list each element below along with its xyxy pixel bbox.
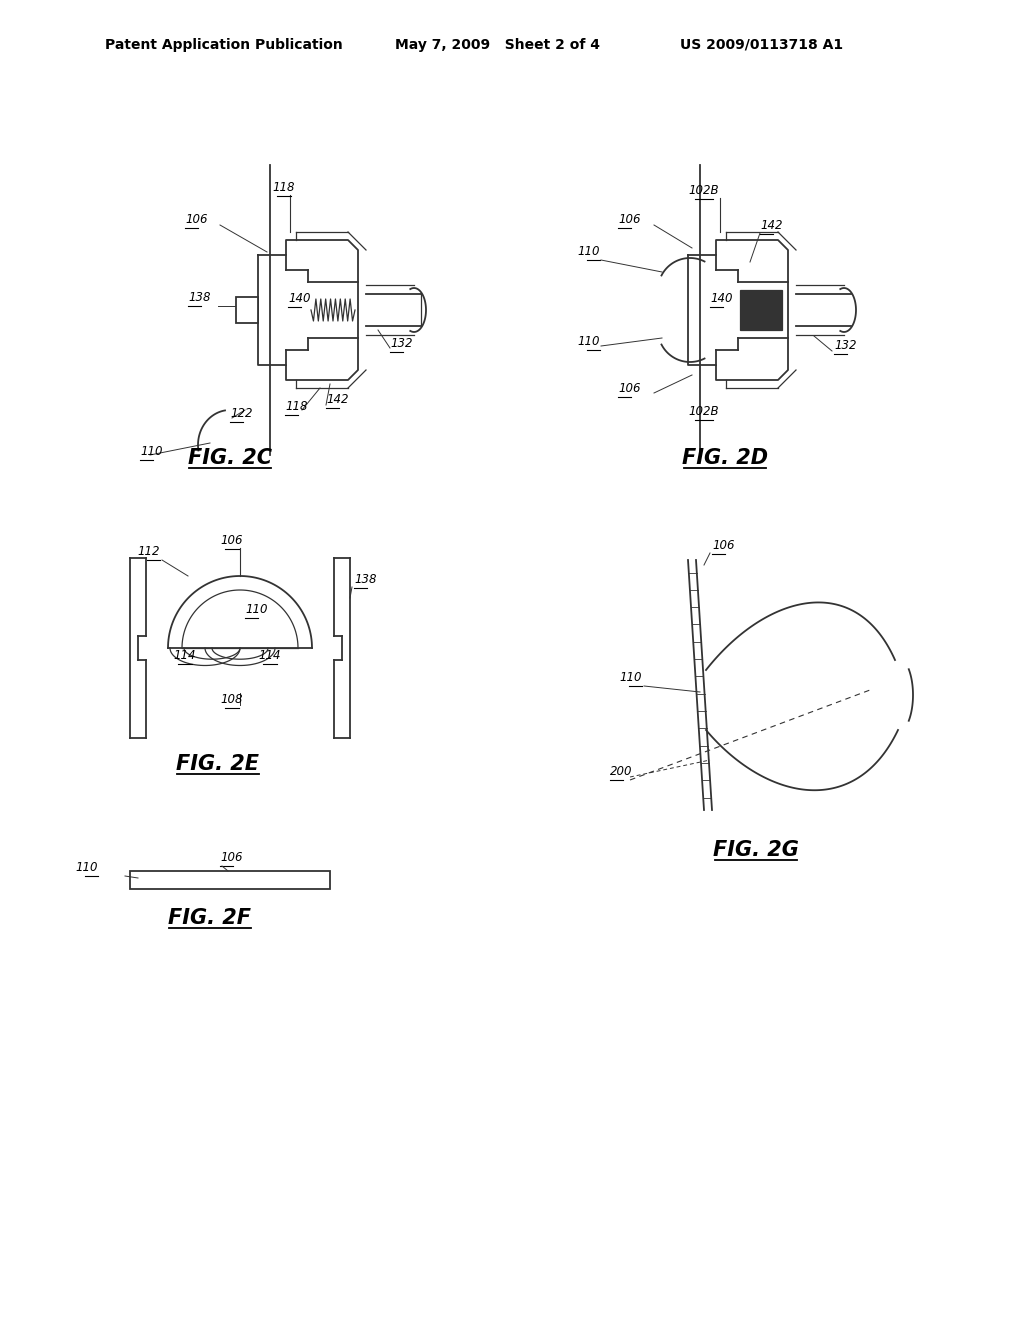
Text: 102B: 102B (689, 183, 719, 197)
Text: 102B: 102B (689, 405, 719, 418)
Text: 114: 114 (174, 649, 197, 663)
Text: 106: 106 (185, 213, 208, 226)
Bar (236, 297, 258, 323)
Text: FIG. 2C: FIG. 2C (188, 447, 272, 469)
Text: US 2009/0113718 A1: US 2009/0113718 A1 (680, 38, 843, 51)
Text: 140: 140 (288, 292, 310, 305)
Text: 138: 138 (354, 573, 377, 586)
Text: 114: 114 (259, 649, 282, 663)
Text: 110: 110 (76, 861, 98, 874)
Text: 110: 110 (140, 445, 163, 458)
Text: 110: 110 (245, 603, 267, 616)
Text: 106: 106 (712, 539, 734, 552)
Text: 142: 142 (326, 393, 348, 407)
Text: 118: 118 (272, 181, 295, 194)
Text: 110: 110 (620, 671, 642, 684)
Bar (740, 290, 782, 330)
Text: 106: 106 (618, 381, 640, 395)
Text: 112: 112 (137, 545, 160, 558)
Text: 108: 108 (221, 693, 244, 706)
Text: FIG. 2D: FIG. 2D (682, 447, 768, 469)
Text: 138: 138 (188, 290, 211, 304)
Text: 142: 142 (760, 219, 782, 232)
Text: Patent Application Publication: Patent Application Publication (105, 38, 343, 51)
Text: 110: 110 (578, 335, 600, 348)
Text: 132: 132 (390, 337, 413, 350)
Text: FIG. 2G: FIG. 2G (713, 840, 799, 861)
Text: 118: 118 (285, 400, 307, 413)
Text: 132: 132 (834, 339, 856, 352)
Bar (130, 871, 330, 888)
Text: 106: 106 (618, 213, 640, 226)
Text: 110: 110 (578, 246, 600, 257)
Text: 106: 106 (220, 851, 243, 865)
Text: FIG. 2F: FIG. 2F (169, 908, 252, 928)
Text: 200: 200 (610, 766, 633, 777)
Text: 106: 106 (221, 535, 244, 546)
Text: 122: 122 (230, 407, 253, 420)
Text: FIG. 2E: FIG. 2E (176, 754, 259, 774)
Text: 140: 140 (710, 292, 732, 305)
Text: May 7, 2009   Sheet 2 of 4: May 7, 2009 Sheet 2 of 4 (395, 38, 600, 51)
